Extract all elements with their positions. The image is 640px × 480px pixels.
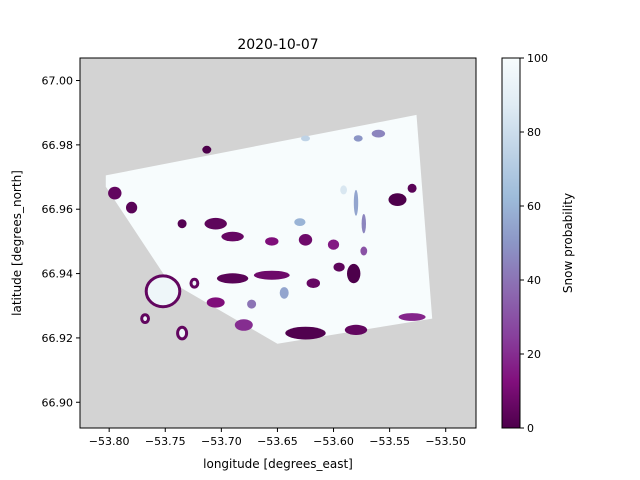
low-snow-patch: [108, 186, 122, 200]
low-snow-patch: [126, 201, 138, 214]
low-snow-patch: [407, 183, 417, 193]
low-snow-patch: [371, 129, 386, 138]
low-snow-patch: [253, 270, 290, 280]
y-axis-label: latitude [degrees_north]: [10, 170, 24, 316]
low-snow-patch: [216, 273, 249, 284]
low-snow-patch: [306, 278, 320, 289]
y-tick-label: 66.92: [42, 332, 74, 345]
colorbar: 0 20 40 60 80 100 Snow probability: [501, 52, 575, 435]
colorbar-tick-label: 20: [527, 348, 541, 361]
low-snow-patch: [247, 299, 257, 309]
colorbar-label: Snow probability: [561, 193, 575, 293]
island-patch: [189, 277, 200, 289]
x-tick-label: −53.55: [369, 435, 410, 448]
plot-area: −53.80 −53.75 −53.70 −53.65 −53.60 −53.55 −53.…: [42, 57, 477, 448]
low-snow-patch: [294, 218, 306, 227]
colorbar-tick-label: 60: [527, 200, 541, 213]
low-snow-patch: [279, 287, 289, 299]
low-snow-patch: [344, 324, 368, 335]
low-snow-patch: [361, 214, 366, 234]
low-snow-patch: [265, 237, 279, 246]
y-axis-ticks: 66.90 66.92 66.94 66.96 66.98 67.00: [42, 75, 80, 409]
low-snow-patch: [234, 319, 253, 331]
low-snow-patch: [204, 217, 227, 230]
x-tick-label: −53.70: [201, 435, 242, 448]
scene-footprint: [105, 114, 433, 344]
low-snow-patch: [347, 263, 361, 284]
x-tick-label: −53.50: [425, 435, 466, 448]
colorbar-tick-label: 100: [527, 52, 548, 65]
low-snow-patch: [327, 239, 340, 250]
low-snow-patch: [398, 313, 426, 321]
x-tick-label: −53.80: [89, 435, 130, 448]
x-tick-label: −53.60: [313, 435, 354, 448]
colorbar-tick-label: 40: [527, 274, 541, 287]
low-snow-patch: [360, 246, 368, 256]
low-snow-patch: [353, 135, 363, 142]
low-snow-patch: [353, 189, 359, 216]
low-snow-patch: [340, 185, 347, 195]
y-tick-label: 66.98: [42, 139, 74, 152]
colorbar-tick-label: 0: [527, 422, 534, 435]
x-tick-label: −53.75: [145, 435, 186, 448]
x-axis-label: longitude [degrees_east]: [203, 457, 353, 471]
low-snow-patch: [177, 219, 187, 229]
axes-frame: [79, 57, 477, 429]
low-snow-patch: [285, 326, 326, 340]
low-snow-patch: [202, 145, 212, 154]
x-axis-ticks: −53.80 −53.75 −53.70 −53.65 −53.60 −53.55 −53.…: [89, 428, 466, 448]
chart-title: 2020-10-07: [237, 37, 318, 53]
colorbar-bar: [501, 57, 521, 429]
island-patch: [144, 274, 182, 309]
low-snow-patch: [333, 262, 345, 272]
island-patch: [176, 325, 189, 341]
low-snow-patch: [301, 135, 310, 142]
low-snow-patch: [298, 234, 313, 246]
y-tick-label: 66.94: [42, 268, 74, 281]
snow-map: [105, 114, 433, 344]
island-patch: [140, 313, 151, 325]
low-snow-patch: [206, 297, 225, 308]
colorbar-ticks: 0 20 40 60 80 100: [520, 52, 548, 435]
low-snow-patch: [388, 193, 407, 207]
y-tick-label: 67.00: [42, 75, 74, 88]
y-tick-label: 66.96: [42, 203, 74, 216]
colorbar-tick-label: 80: [527, 126, 541, 139]
low-snow-patch: [221, 231, 244, 242]
y-tick-label: 66.90: [42, 396, 74, 409]
x-tick-label: −53.65: [257, 435, 298, 448]
